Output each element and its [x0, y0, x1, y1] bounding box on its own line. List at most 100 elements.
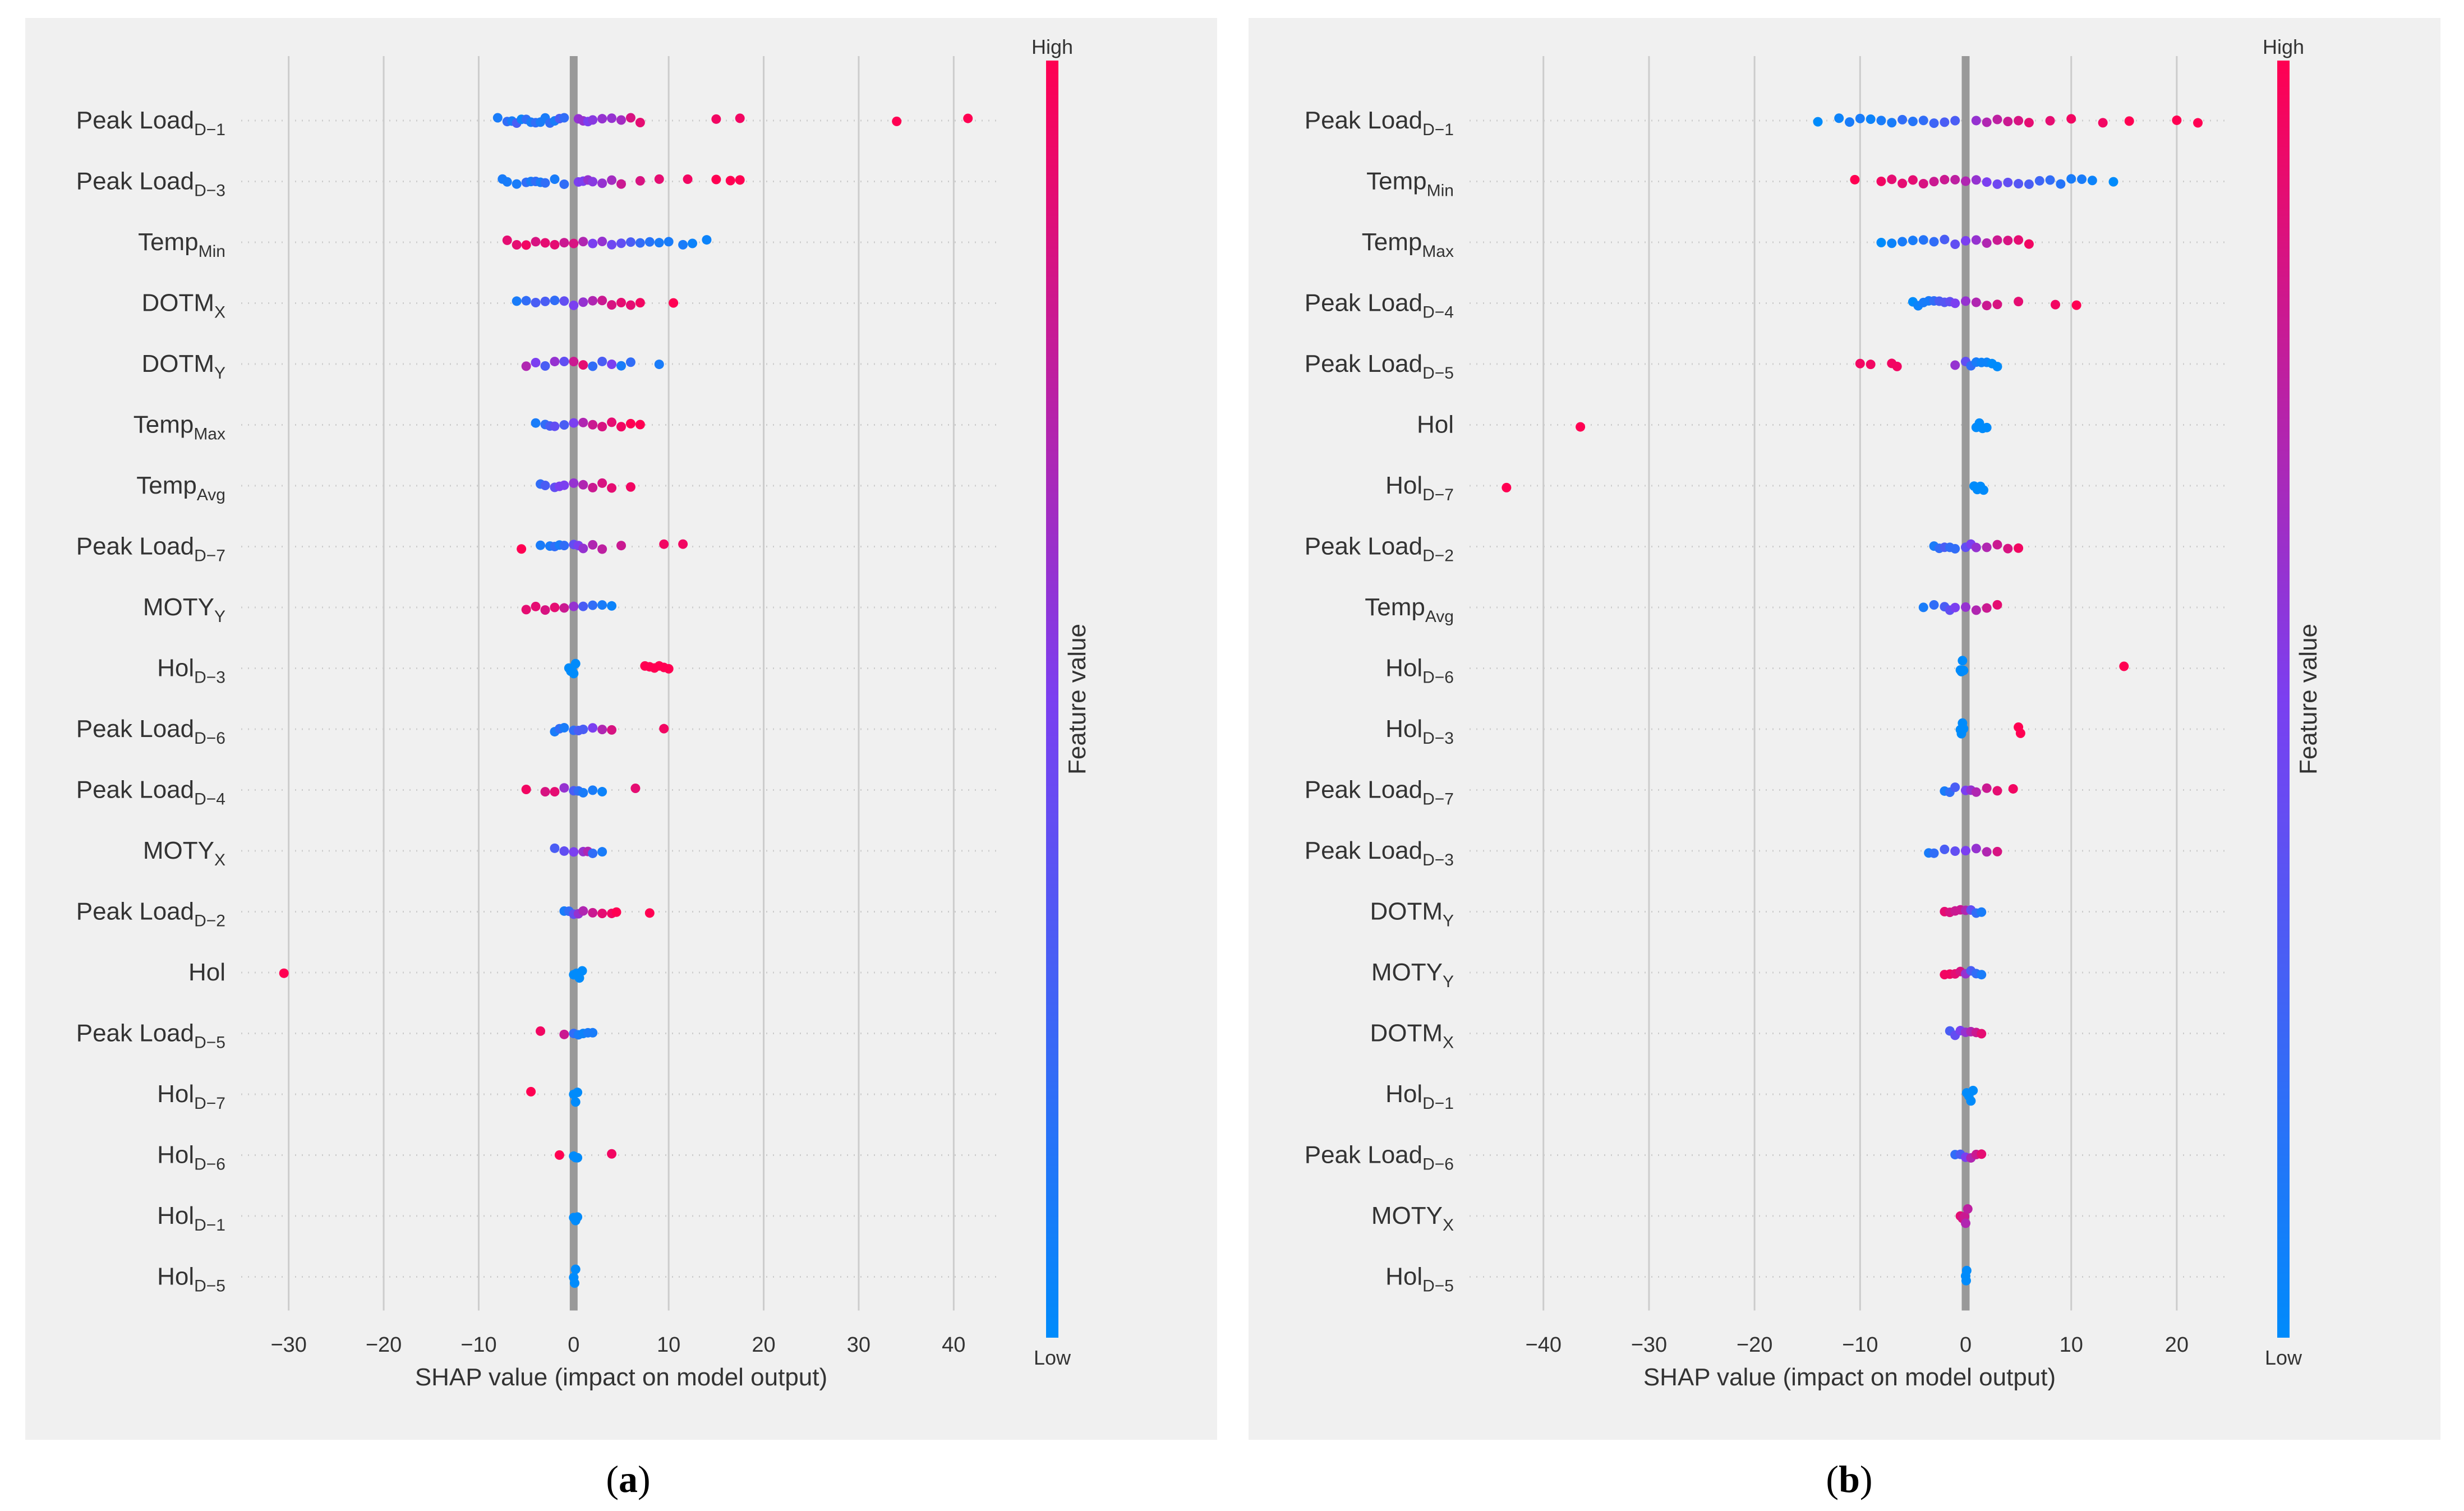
- shap-point: [2003, 236, 2013, 246]
- shap-point: [635, 118, 645, 128]
- shap-point: [1850, 174, 1860, 185]
- shap-point: [2014, 543, 2024, 553]
- shap-point: [578, 724, 588, 734]
- shap-point: [1961, 176, 1971, 186]
- shap-point: [1576, 422, 1586, 432]
- shap-point: [597, 909, 607, 919]
- feature-label: TempMax: [1362, 228, 1454, 261]
- shap-point: [2034, 176, 2044, 186]
- shap-point: [1961, 1218, 1971, 1228]
- shap-point: [597, 114, 607, 124]
- shap-point: [536, 1026, 546, 1036]
- shap-point: [531, 297, 541, 307]
- shap-point: [526, 1086, 536, 1097]
- feature-label: DOTMY: [1370, 898, 1454, 930]
- shap-point: [664, 237, 674, 247]
- zero-line: [1961, 56, 1970, 1311]
- shap-point: [1992, 540, 2002, 550]
- shap-point: [550, 174, 560, 184]
- shap-point: [536, 540, 546, 550]
- shap-point: [588, 723, 598, 733]
- shap-point: [559, 420, 569, 430]
- shap-point: [1982, 847, 1992, 857]
- feature-label: MOTYX: [143, 837, 225, 869]
- shap-point: [531, 357, 541, 367]
- panel-a-beeswarm-chart: −30 −20 −10 0 10 20 30 40 Peak LoadD−1 Peak LoadD…: [25, 18, 1217, 1500]
- shap-point: [573, 1088, 583, 1098]
- shap-point: [1929, 177, 1939, 187]
- shap-point: [569, 601, 579, 611]
- shap-point: [1961, 1275, 1971, 1286]
- shap-point: [2045, 116, 2055, 126]
- shap-point: [702, 235, 712, 245]
- shap-point: [1982, 422, 1992, 432]
- shap-point: [2119, 661, 2129, 671]
- shap-point: [550, 602, 560, 612]
- shap-point: [573, 1212, 583, 1222]
- shap-point: [578, 906, 588, 916]
- shap-point: [2003, 117, 2013, 127]
- feature-label: HolD−5: [157, 1263, 225, 1296]
- feature-label: Hol: [188, 959, 225, 986]
- shap-point: [1918, 235, 1928, 245]
- shap-point: [678, 239, 688, 250]
- shap-point: [1897, 237, 1908, 247]
- shap-point: [644, 237, 655, 247]
- shap-point: [1958, 656, 1968, 666]
- feature-label: Peak LoadD−3: [76, 168, 225, 200]
- panel-label: (b): [1826, 1458, 1872, 1500]
- shap-point: [1887, 118, 1897, 128]
- feature-label: HolD−7: [1385, 472, 1454, 504]
- shap-point: [540, 296, 550, 306]
- feature-label: HolD−6: [157, 1141, 225, 1174]
- shap-point: [550, 843, 560, 853]
- shap-point: [588, 540, 598, 550]
- shap-point: [1961, 602, 1971, 612]
- shap-point: [588, 482, 598, 492]
- x-tick-label: 0: [1960, 1333, 1972, 1357]
- shap-point: [597, 787, 607, 797]
- shap-point: [2014, 179, 2024, 189]
- shap-point: [1961, 296, 1971, 306]
- feature-label: Peak LoadD−4: [76, 776, 225, 809]
- shap-point: [635, 420, 645, 430]
- shap-point: [1971, 844, 1981, 854]
- shap-point: [616, 115, 626, 125]
- shap-point: [588, 420, 598, 430]
- panel-b-beeswarm-chart: −40 −30 −20 −10 0 10 20 Peak LoadD−1 TempMin Temp…: [1249, 18, 2440, 1500]
- panel-a-background: [25, 18, 1217, 1440]
- shap-point: [569, 478, 579, 488]
- shap-point: [1950, 543, 1960, 554]
- shap-point: [2024, 179, 2034, 189]
- feature-label: DOTMX: [141, 289, 225, 322]
- shap-point: [1963, 1204, 1973, 1214]
- shap-point: [570, 1097, 581, 1107]
- shap-point: [597, 725, 607, 735]
- shap-point: [1908, 175, 1918, 185]
- shap-point: [550, 296, 560, 306]
- shap-point: [607, 113, 617, 123]
- shap-point: [669, 298, 679, 308]
- shap-point: [607, 601, 617, 611]
- shap-point: [607, 1149, 617, 1159]
- shap-point: [2066, 174, 2076, 184]
- shap-point: [635, 298, 645, 308]
- shap-point: [2050, 300, 2060, 310]
- shap-point: [1813, 117, 1823, 127]
- shap-point: [2008, 784, 2018, 794]
- shap-point: [1968, 1085, 1978, 1095]
- shap-point: [625, 237, 635, 247]
- feature-label: Peak LoadD−6: [1305, 1141, 1454, 1174]
- feature-label: TempAvg: [136, 472, 225, 504]
- shap-point: [279, 968, 289, 978]
- shap-point: [1950, 782, 1960, 793]
- shap-point: [616, 179, 626, 189]
- shap-point: [588, 600, 598, 610]
- shap-point: [607, 483, 617, 493]
- shap-point: [578, 360, 588, 370]
- feature-label: Peak LoadD−2: [1305, 533, 1454, 565]
- feature-label: MOTYX: [1371, 1202, 1454, 1234]
- shap-point: [1977, 970, 1987, 980]
- shap-point: [1992, 179, 2002, 189]
- shap-point: [1961, 1265, 1972, 1275]
